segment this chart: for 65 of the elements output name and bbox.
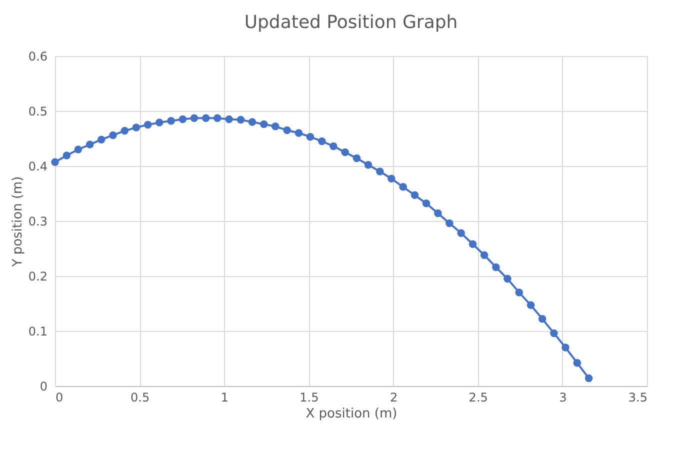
point — [410, 191, 419, 200]
point — [480, 251, 488, 259]
point — [225, 115, 233, 124]
point — [120, 126, 129, 135]
x-tick-label: 3 — [559, 390, 567, 404]
point — [167, 117, 175, 125]
x-tick-label: 1.5 — [300, 390, 319, 404]
x-tick-label: 0 — [56, 390, 64, 404]
x-axis-title: X position (m) — [306, 406, 398, 422]
point — [97, 136, 106, 144]
y-tick-label: 0.5 — [28, 104, 48, 118]
chart-title: Updated Position Graph — [244, 12, 458, 33]
y-tick-label: 0.2 — [28, 270, 48, 284]
point — [550, 329, 558, 338]
point — [434, 209, 442, 218]
point — [562, 344, 570, 352]
point — [155, 118, 164, 126]
point — [573, 359, 582, 367]
point — [202, 114, 210, 122]
point — [457, 229, 465, 237]
x-tick-label: 2 — [390, 390, 398, 404]
point — [248, 118, 256, 126]
y-tick-label: 0.3 — [28, 214, 48, 228]
point — [236, 116, 245, 124]
y-tick-label: 0.4 — [28, 160, 48, 174]
point — [584, 374, 593, 382]
point — [526, 301, 535, 310]
point — [515, 288, 523, 296]
point — [294, 129, 303, 137]
point — [51, 158, 59, 166]
point — [492, 263, 500, 272]
point — [109, 131, 117, 140]
point — [376, 168, 384, 176]
point — [132, 124, 140, 132]
point — [341, 148, 349, 156]
point — [446, 219, 454, 228]
x-tick-label: 1 — [220, 390, 228, 404]
point — [468, 240, 477, 248]
point — [214, 114, 222, 122]
point — [504, 274, 512, 283]
point — [330, 142, 338, 150]
point — [86, 140, 94, 148]
x-tick-label: 0.5 — [130, 390, 150, 404]
point — [144, 120, 152, 129]
point — [178, 115, 187, 124]
point — [364, 161, 372, 169]
point — [74, 146, 82, 154]
point — [190, 114, 198, 122]
y-tick-label: 0.1 — [28, 324, 48, 338]
point — [260, 120, 268, 128]
point — [538, 315, 546, 323]
point — [272, 122, 280, 130]
point — [283, 126, 291, 134]
point — [62, 152, 71, 160]
point — [318, 137, 326, 146]
y-axis-title: Y position (m) — [10, 176, 26, 268]
y-tick-label: 0 — [40, 380, 48, 394]
point — [352, 154, 361, 162]
y-tick-label: 0.6 — [28, 50, 48, 64]
point — [306, 132, 314, 141]
point — [399, 183, 407, 191]
point — [388, 174, 396, 183]
x-tick-label: 3.5 — [628, 390, 648, 404]
x-tick-label: 2.5 — [468, 390, 488, 404]
point — [422, 200, 430, 208]
